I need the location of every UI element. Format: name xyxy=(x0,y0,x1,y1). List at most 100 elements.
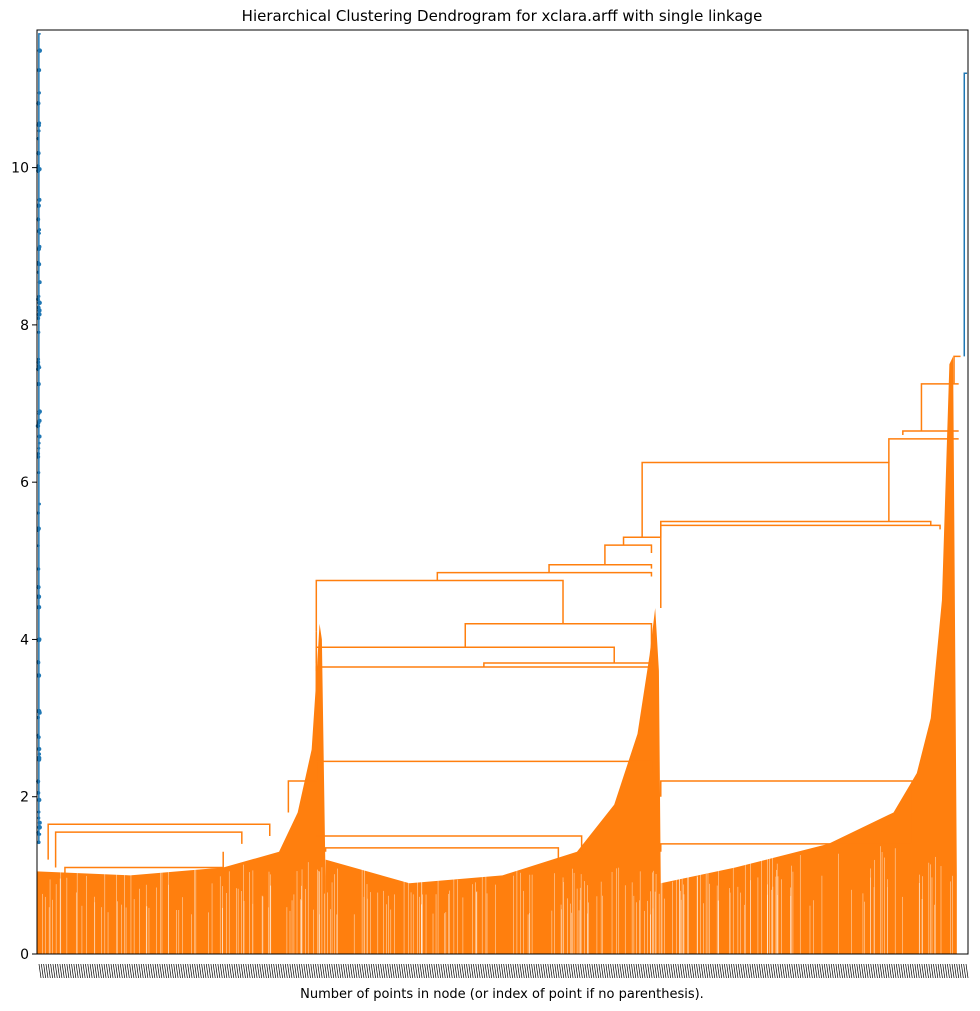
x-leaf-tick xyxy=(863,963,867,979)
dendrogram-link xyxy=(47,823,271,860)
x-leaf-tick xyxy=(250,963,253,979)
x-leaf-tick xyxy=(921,963,925,979)
x-leaf-tick xyxy=(226,963,230,979)
x-leaf-tick xyxy=(744,963,748,979)
x-leaf-tick xyxy=(171,963,174,979)
x-leaf-tick xyxy=(484,963,488,979)
x-leaf-tick xyxy=(222,963,225,979)
x-leaf-tick xyxy=(928,963,932,979)
dendrogram-link xyxy=(660,520,932,538)
dendrogram-link xyxy=(604,544,653,565)
x-leaf-tick xyxy=(368,963,372,979)
x-leaf-tick xyxy=(498,963,502,979)
x-leaf-tick xyxy=(826,963,829,979)
x-leaf-tick xyxy=(884,963,888,979)
x-leaf-tick xyxy=(547,963,551,979)
x-leaf-tick xyxy=(698,963,702,979)
x-leaf-tick xyxy=(793,963,797,979)
x-leaf-tick xyxy=(552,963,555,979)
leaf-marker xyxy=(37,825,42,830)
x-leaf-tick xyxy=(340,963,344,979)
leaf-marker xyxy=(37,244,42,249)
x-leaf-tick xyxy=(954,963,957,979)
x-leaf-tick xyxy=(521,963,525,979)
x-leaf-tick xyxy=(782,963,785,979)
x-leaf-tick xyxy=(236,963,239,979)
x-leaf-tick xyxy=(322,963,325,979)
dendrogram-link xyxy=(324,847,560,860)
x-leaf-tick xyxy=(185,963,188,979)
x-leaf-tick xyxy=(730,963,734,979)
x-leaf-tick xyxy=(145,963,149,979)
x-leaf-tick xyxy=(412,963,416,979)
x-leaf-tick xyxy=(159,963,163,979)
x-leaf-tick xyxy=(652,963,655,979)
x-leaf-tick xyxy=(958,963,962,979)
x-leaf-tick xyxy=(343,963,346,979)
x-leaf-tick xyxy=(329,963,332,979)
leaf-marker xyxy=(38,231,41,235)
x-leaf-tick xyxy=(408,963,411,979)
x-leaf-tick xyxy=(373,963,376,979)
plot-area xyxy=(35,33,968,954)
x-leaf-tick xyxy=(96,963,100,979)
leaf-marker xyxy=(36,203,41,208)
leaf-marker xyxy=(37,197,42,202)
x-leaf-tick xyxy=(396,963,400,979)
x-leaf-tick xyxy=(582,963,586,979)
x-leaf-tick xyxy=(85,963,88,979)
x-leaf-tick xyxy=(140,963,144,979)
x-leaf-tick xyxy=(154,963,158,979)
x-leaf-tick xyxy=(930,963,934,979)
x-leaf-tick xyxy=(844,963,848,979)
x-leaf-tick xyxy=(642,963,646,979)
x-leaf-tick xyxy=(356,963,360,979)
dendrogram-link xyxy=(920,383,959,432)
leaf-marker xyxy=(37,305,41,310)
leaf-marker xyxy=(35,423,41,429)
x-leaf-tick xyxy=(89,963,93,979)
leaf-marker xyxy=(36,316,41,320)
x-leaf-tick xyxy=(475,963,479,979)
x-leaf-tick xyxy=(819,963,822,979)
x-leaf-tick xyxy=(549,963,553,979)
x-leaf-tick xyxy=(956,963,960,979)
leaf-marker xyxy=(37,446,41,450)
leaf-marker xyxy=(37,840,41,845)
x-leaf-tick xyxy=(352,963,355,979)
x-leaf-tick xyxy=(861,963,864,979)
dendrogram-link xyxy=(436,571,653,581)
x-leaf-tick xyxy=(507,963,511,979)
x-leaf-tick xyxy=(64,963,67,979)
x-leaf-tick xyxy=(131,963,135,979)
x-leaf-tick xyxy=(600,963,604,979)
x-leaf-tick xyxy=(500,963,504,979)
x-leaf-tick xyxy=(619,963,623,979)
x-leaf-tick xyxy=(405,963,409,979)
x-leaf-tick xyxy=(480,963,483,979)
x-leaf-tick xyxy=(916,963,920,979)
x-leaf-tick xyxy=(721,963,725,979)
x-leaf-tick xyxy=(152,963,156,979)
x-leaf-tick xyxy=(833,963,836,979)
x-leaf-tick xyxy=(812,963,816,979)
x-leaf-tick xyxy=(645,963,648,979)
x-leaf-tick xyxy=(800,963,804,979)
x-leaf-tick xyxy=(182,963,186,979)
x-leaf-tick xyxy=(92,963,95,979)
x-leaf-tick xyxy=(628,963,632,979)
x-leaf-tick xyxy=(482,963,486,979)
dendrogram-link xyxy=(483,662,653,667)
cluster-b-mass xyxy=(325,607,661,954)
x-leaf-tick xyxy=(257,963,260,979)
x-leaf-tick xyxy=(398,963,402,979)
x-leaf-tick xyxy=(319,963,323,979)
x-leaf-tick xyxy=(909,963,913,979)
x-leaf-tick xyxy=(733,963,737,979)
x-leaf-tick xyxy=(217,963,221,979)
x-leaf-tick xyxy=(308,963,311,979)
x-leaf-tick xyxy=(849,963,853,979)
x-leaf-tick xyxy=(424,963,428,979)
x-leaf-tick xyxy=(796,963,799,979)
x-leaf-tick xyxy=(201,963,204,979)
